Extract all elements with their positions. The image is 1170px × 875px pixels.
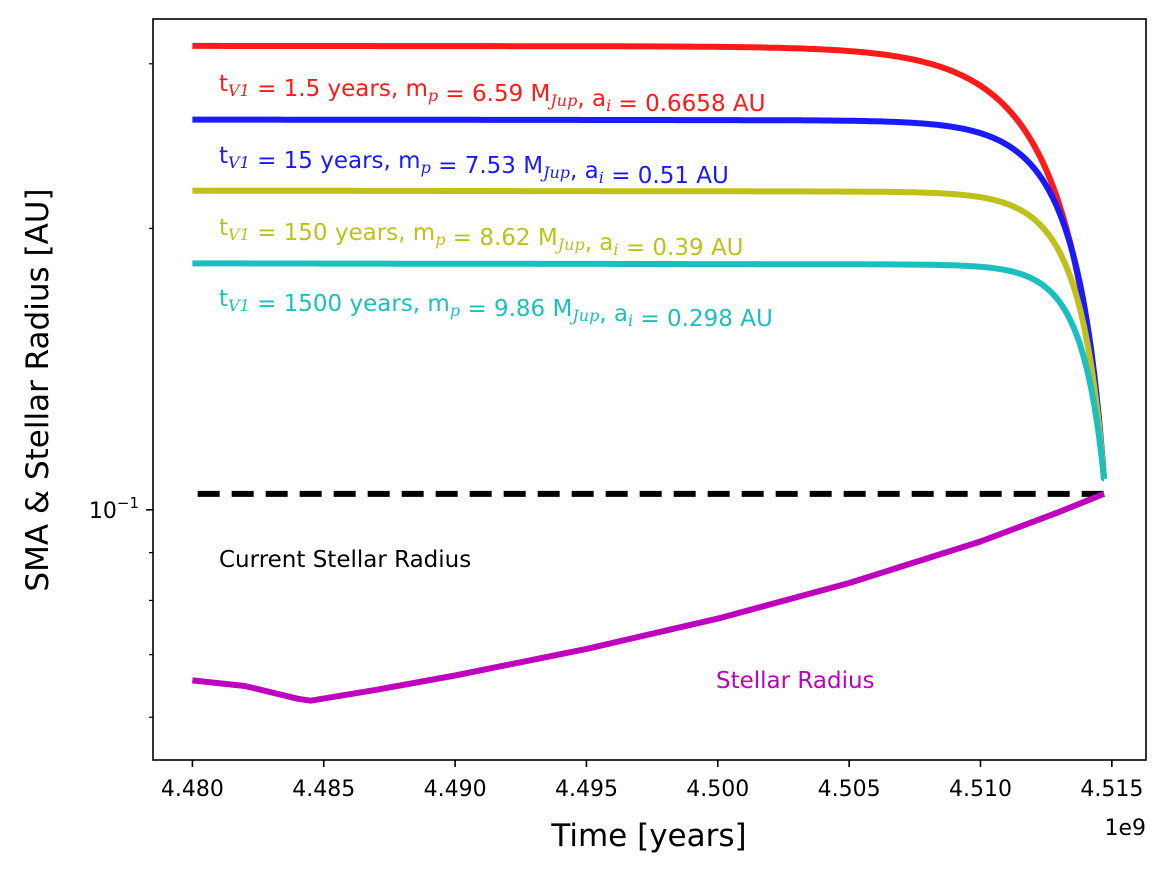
y-axis: 10−1: [89, 63, 153, 718]
series-label-2: tV1 = 15 years, mp = 7.53 MJup, ai = 0.5…: [219, 143, 729, 189]
series-label-1: tV1 = 1.5 years, mp = 6.59 MJup, ai = 0.…: [219, 71, 765, 117]
x-axis: 4.480 4.485 4.490 4.495 4.500 4.505 4.510 4.515: [161, 760, 1143, 802]
stellar-radius-line: [192, 491, 1106, 704]
y-axis-title: SMA & Stellar Radius [AU]: [20, 188, 56, 591]
y-tick-label: 10−1: [89, 494, 139, 524]
plot-lines: [192, 42, 1107, 704]
x-tick-label: 4.485: [292, 777, 355, 802]
x-tick-label: 4.500: [686, 777, 749, 802]
x-tick-label: 4.510: [949, 777, 1012, 802]
stellar-radius-label: Stellar Radius: [716, 668, 875, 694]
series-label-4: tV1 = 1500 years, mp = 9.86 MJup, ai = 0…: [219, 286, 773, 332]
x-tick-label: 4.515: [1080, 777, 1143, 802]
current-stellar-radius-label: Current Stellar Radius: [219, 547, 471, 573]
series-line-4: [192, 260, 1107, 482]
x-tick-label: 4.490: [424, 777, 487, 802]
x-tick-label: 4.505: [818, 777, 881, 802]
annotations: tV1 = 1.5 years, mp = 6.59 MJup, ai = 0.…: [219, 71, 875, 694]
x-offset-label: 1e9: [1104, 816, 1146, 841]
x-tick-label: 4.480: [161, 777, 224, 802]
series-label-3: tV1 = 150 years, mp = 8.62 MJup, ai = 0.…: [219, 215, 744, 261]
x-axis-title: Time [years]: [550, 818, 746, 854]
x-tick-label: 4.495: [555, 777, 618, 802]
plot-frame: [152, 18, 1147, 761]
